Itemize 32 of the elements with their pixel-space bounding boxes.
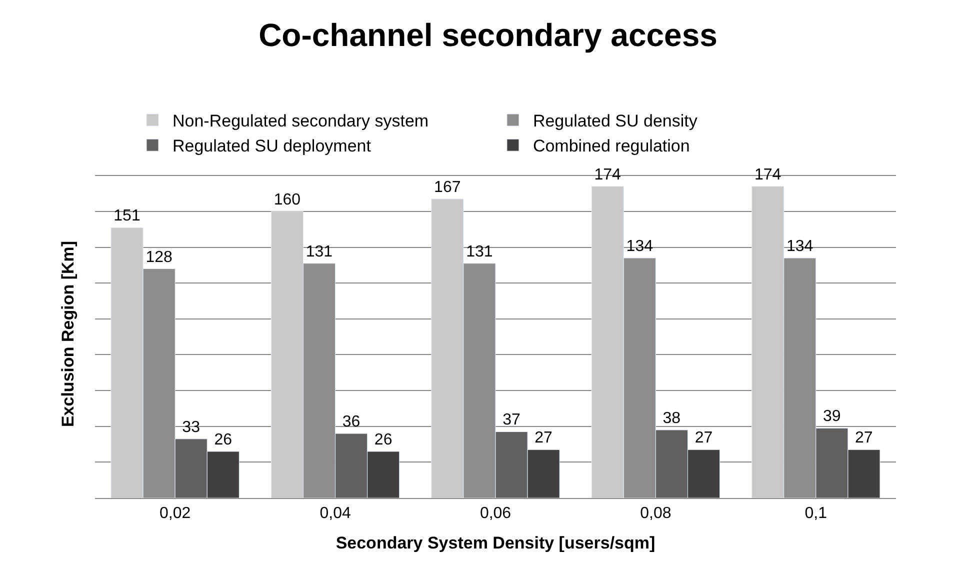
legend-label: Combined regulation bbox=[532, 136, 690, 156]
data-label: 134 bbox=[626, 238, 654, 256]
chart-title: Co-channel secondary access bbox=[258, 16, 718, 53]
x-tick-label: 0,02 bbox=[160, 505, 191, 522]
data-label: 39 bbox=[822, 408, 841, 426]
data-label: 134 bbox=[786, 238, 814, 256]
data-label: 160 bbox=[274, 191, 301, 208]
legend-label: Non-Regulated secondary system bbox=[172, 112, 429, 131]
data-label: 128 bbox=[146, 248, 172, 266]
y-axis-title: Exclusion Region [Km] bbox=[58, 240, 78, 428]
data-label: 174 bbox=[754, 166, 782, 184]
x-tick-label: 0,1 bbox=[804, 505, 828, 522]
data-label: 167 bbox=[434, 178, 461, 196]
legend-label: Regulated SU density bbox=[532, 112, 698, 131]
data-label: 33 bbox=[182, 418, 200, 436]
x-tick-label: 0,04 bbox=[320, 505, 351, 522]
data-label: 131 bbox=[466, 243, 493, 260]
data-label: 27 bbox=[534, 430, 553, 447]
data-label: 36 bbox=[342, 414, 360, 431]
data-label: 27 bbox=[694, 430, 713, 447]
data-label: 37 bbox=[502, 412, 520, 429]
data-label: 26 bbox=[374, 431, 392, 448]
data-label: 27 bbox=[855, 430, 873, 447]
x-tick-label: 0,08 bbox=[640, 505, 672, 522]
x-axis-title: Secondary System Density [users/sqm] bbox=[336, 534, 656, 553]
data-label: 151 bbox=[114, 208, 140, 225]
legend-label: Regulated SU deployment bbox=[172, 136, 372, 156]
x-tick-label: 0,06 bbox=[480, 505, 512, 522]
data-label: 38 bbox=[662, 410, 681, 427]
data-label: 131 bbox=[306, 243, 333, 260]
data-label: 174 bbox=[594, 166, 622, 184]
data-label: 26 bbox=[214, 431, 232, 448]
